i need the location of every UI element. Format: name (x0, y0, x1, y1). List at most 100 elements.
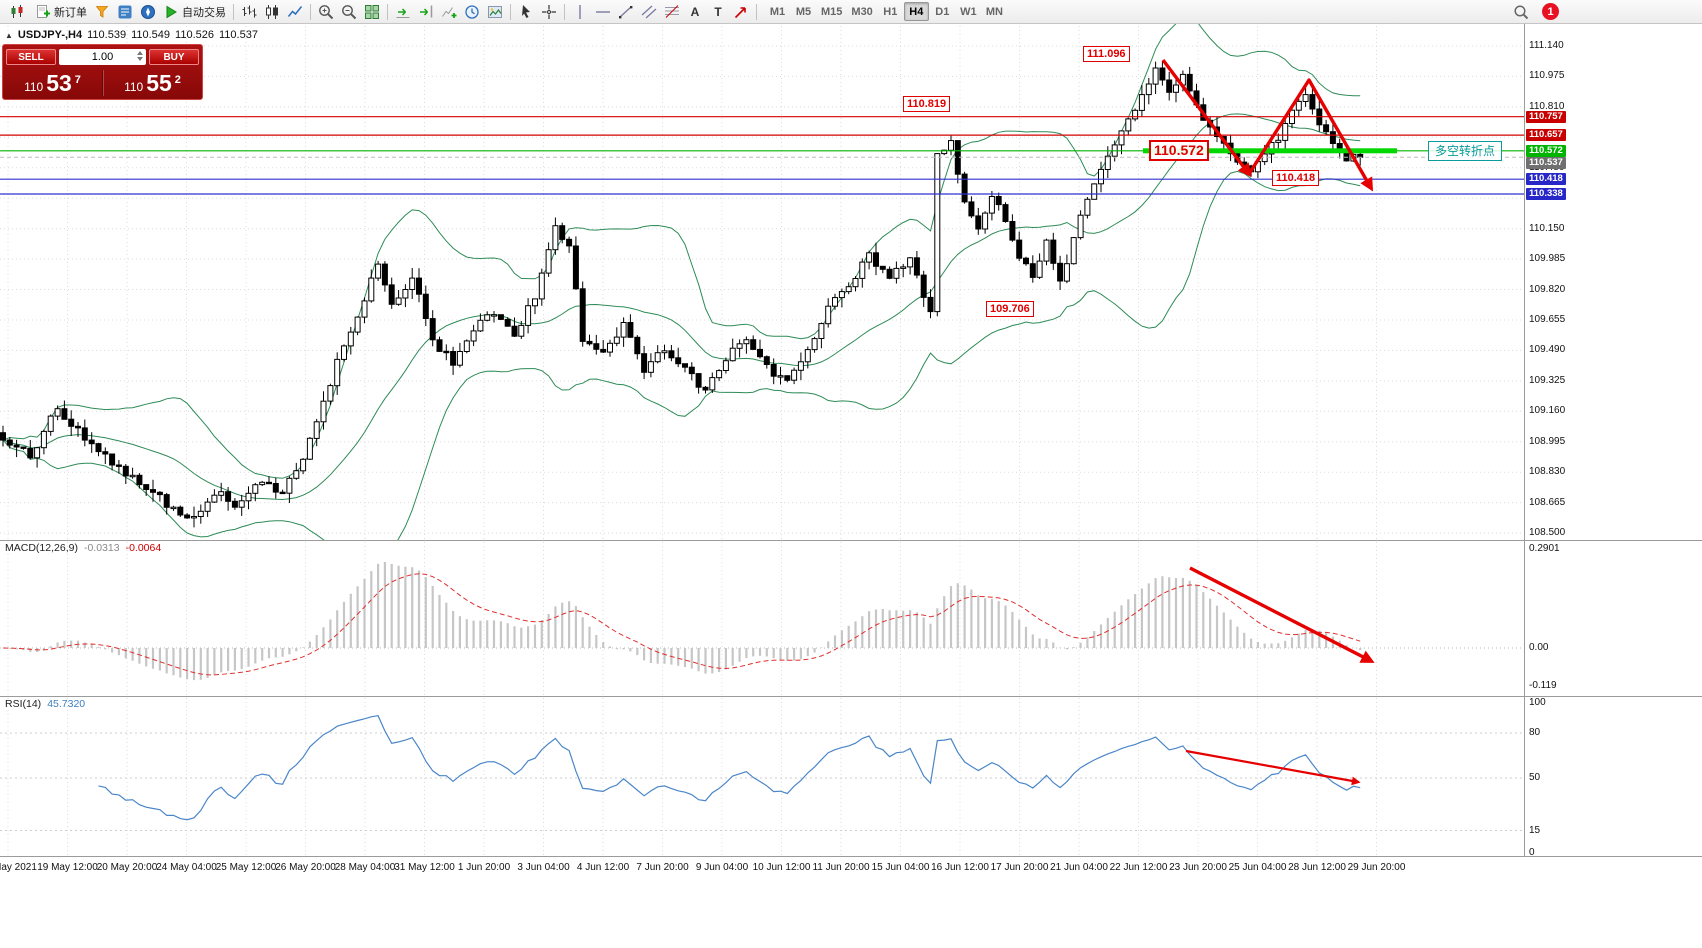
timeframe-m30[interactable]: M30 (847, 2, 876, 21)
macd-name: MACD(12,26,9) (5, 542, 78, 554)
rsi-axis-label: 50 (1529, 772, 1541, 783)
market-watch-button[interactable] (91, 1, 113, 22)
horizontal-levels-layer (0, 116, 1524, 195)
vertical-line-button[interactable] (569, 1, 591, 22)
volume-spinner[interactable] (137, 51, 143, 61)
time-axis-label: 20 May 20:00 (96, 862, 158, 873)
macd-layer (0, 562, 1524, 681)
price-annotation-high[interactable]: 111.096 (1083, 46, 1130, 62)
text-tool-icon: A (690, 4, 700, 19)
collapse-quote-icon[interactable]: ▲ (5, 30, 13, 40)
time-axis-label: 21 Jun 04:00 (1050, 862, 1108, 873)
toolbar-separator (510, 3, 511, 20)
chart-canvas[interactable] (0, 24, 1702, 948)
sell-button[interactable]: SELL (6, 49, 56, 65)
toolbar-separator (564, 3, 565, 20)
buy-price-prefix: 110 (124, 79, 144, 94)
price-axis-tick: 111.140 (1529, 40, 1564, 51)
price-annotation-support[interactable]: 110.418 (1272, 170, 1320, 186)
label-tool-button[interactable]: T (707, 1, 729, 22)
arrow-tool-icon (734, 6, 746, 18)
macd-indicator-label: MACD(12,26,9) -0.0313 -0.0064 (5, 542, 161, 554)
time-axis-label: 22 Jun 12:00 (1109, 862, 1168, 873)
new-order-button[interactable]: 新订单 (32, 1, 90, 22)
auto-scroll-button[interactable] (392, 1, 414, 22)
time-axis-label: 28 May 04:00 (334, 862, 396, 873)
sell-price[interactable]: 110 53 7 (3, 70, 102, 97)
price-tag: 110.418 (1526, 173, 1566, 185)
chart-ohlc-header: ▲ USDJPY-,H4 110.539 110.549 110.526 110… (5, 29, 258, 41)
zoom-out-button[interactable] (338, 1, 360, 22)
templates-button[interactable] (484, 1, 506, 22)
arrows-tool-button[interactable] (730, 1, 752, 22)
data-window-button[interactable] (114, 1, 136, 22)
time-axis-label: 26 May 20:00 (275, 862, 336, 873)
macd-signal-value: -0.0064 (125, 542, 162, 554)
candles-layer (0, 61, 1364, 528)
clock-icon (465, 4, 479, 19)
candlestick-chart-button[interactable] (261, 1, 283, 22)
fibonacci-button[interactable] (661, 1, 683, 22)
close-value: 110.537 (218, 29, 258, 41)
spinner-down-icon[interactable] (137, 57, 143, 61)
tile-windows-icon (365, 4, 379, 19)
time-axis-label: 25 Jun 04:00 (1228, 862, 1287, 873)
volume-input[interactable]: 1.00 (59, 49, 146, 65)
spinner-up-icon[interactable] (137, 51, 143, 55)
price-axis-tick: 108.830 (1529, 466, 1566, 477)
text-tool-button[interactable]: A (684, 1, 706, 22)
timeframe-m5[interactable]: M5 (791, 2, 816, 21)
navigator-icon (141, 4, 155, 19)
auto-trading-button[interactable]: 自动交易 (160, 1, 229, 22)
bar-chart-icon (242, 5, 257, 17)
price-annotation-low[interactable]: 109.706 (986, 301, 1034, 317)
chart-shift-button[interactable] (415, 1, 437, 22)
indicators-button[interactable] (438, 1, 460, 22)
turning-point-label[interactable]: 多空转折点 (1428, 141, 1503, 161)
buy-button[interactable]: BUY (149, 49, 199, 65)
crosshair-button[interactable] (538, 1, 560, 22)
timeframe-m1[interactable]: M1 (765, 2, 790, 21)
tile-windows-button[interactable] (361, 1, 383, 22)
price-annotation-resistance[interactable]: 110.819 (903, 96, 951, 112)
price-axis-tick: 110.810 (1529, 101, 1565, 112)
timeframe-w1[interactable]: W1 (956, 2, 981, 21)
buy-price[interactable]: 110 55 2 (103, 70, 202, 97)
timeframe-m15[interactable]: M15 (817, 2, 846, 21)
price-axis-tick: 109.325 (1529, 375, 1566, 386)
zoom-in-button[interactable] (315, 1, 337, 22)
notification-badge[interactable]: 1 (1542, 3, 1559, 20)
cursor-button[interactable] (515, 1, 537, 22)
price-axis-tick: 109.655 (1529, 314, 1566, 325)
time-axis-label: 31 May 12:00 (394, 862, 455, 873)
volume-value: 1.00 (91, 51, 114, 63)
trendline-icon (619, 5, 633, 18)
sell-price-big: 53 (46, 69, 72, 96)
time-axis-label: 15 Jun 04:00 (871, 862, 930, 873)
timeframe-mn[interactable]: MN (982, 2, 1007, 21)
timeframe-d1[interactable]: D1 (930, 2, 955, 21)
chart-shift-icon (420, 5, 433, 17)
indicators-icon (442, 6, 457, 18)
bar-chart-button[interactable] (238, 1, 260, 22)
time-axis-label: 23 Jun 20:00 (1169, 862, 1227, 873)
one-click-trading-panel: SELL 1.00 BUY 110 53 7 110 55 2 (2, 44, 203, 100)
main-toolbar: 新订单 自动交易 A T M1 M5 M15 (0, 0, 1702, 24)
trendline-button[interactable] (615, 1, 637, 22)
time-axis-label: 9 Jun 04:00 (695, 862, 749, 873)
search-button[interactable] (1510, 1, 1532, 22)
periods-button[interactable] (461, 1, 483, 22)
line-chart-button[interactable] (284, 1, 306, 22)
time-axis-label: 18 May 2021 (0, 862, 37, 873)
timeframe-h1[interactable]: H1 (878, 2, 903, 21)
horizontal-line-button[interactable] (592, 1, 614, 22)
timeframe-h4[interactable]: H4 (903, 2, 929, 21)
template-image-icon (488, 5, 502, 18)
channel-button[interactable] (638, 1, 660, 22)
rsi-axis-label: 80 (1529, 727, 1541, 738)
high-value: 110.549 (131, 29, 171, 41)
price-annotation-pivot[interactable]: 110.572 (1149, 140, 1209, 161)
navigator-button[interactable] (137, 1, 159, 22)
buy-price-sup: 2 (174, 73, 181, 86)
